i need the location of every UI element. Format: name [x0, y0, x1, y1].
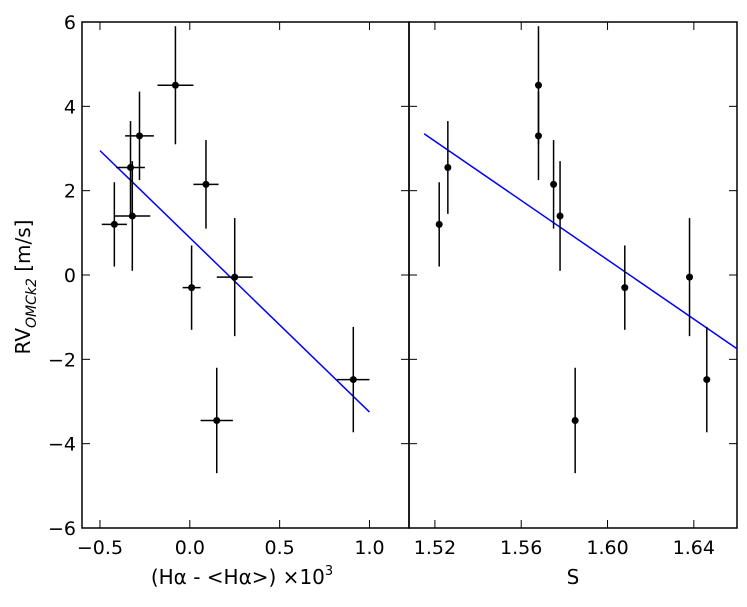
x-axis-label-left: (Hα - <Hα>) ×103 [151, 564, 333, 589]
data-point [231, 273, 239, 281]
y-tick-label: −4 [48, 434, 76, 456]
data-point [188, 284, 196, 292]
y-tick-label: 2 [64, 181, 76, 203]
y-tick-label: 6 [64, 12, 76, 34]
data-point [349, 376, 357, 384]
right-panel: 1.52 1.56 1.60 1.64 [408, 21, 738, 559]
left-panel: −0.5 0.0 0.5 1.0 −6 −4 −2 0 2 4 6 [48, 12, 410, 559]
data-point [444, 163, 452, 171]
x-tick-label: 1.60 [586, 537, 628, 559]
x-axis-label-right: S [567, 565, 580, 589]
y-tick-label: 4 [64, 96, 76, 118]
data-point [534, 81, 542, 89]
data-point [703, 376, 711, 384]
x-tick-label: −0.5 [77, 537, 123, 559]
x-tick-label: 0.0 [175, 537, 205, 559]
fit-line [423, 133, 738, 350]
data-point [686, 273, 694, 281]
x-tick-label: 1.56 [500, 537, 542, 559]
data-point [571, 416, 579, 424]
data-point [556, 212, 564, 220]
y-axis-label: RVOMCk2 [m/s] [11, 220, 40, 355]
data-point [128, 212, 136, 220]
data-point [621, 284, 629, 292]
x-tick-label: 1.0 [354, 537, 384, 559]
y-tick-label: −6 [48, 518, 76, 540]
y-tick-label: 0 [64, 265, 76, 287]
y-tick-label: −2 [48, 349, 76, 371]
data-point [550, 180, 558, 188]
data-point [110, 220, 118, 228]
data-point [202, 180, 210, 188]
data-point [213, 416, 221, 424]
x-tick-label: 0.5 [265, 537, 295, 559]
x-tick-label: 1.52 [414, 537, 456, 559]
data-point [435, 220, 443, 228]
x-tick-label: 1.64 [673, 537, 715, 559]
data-point [534, 132, 542, 140]
data-point [135, 132, 143, 140]
plot-frame [81, 21, 410, 529]
data-point [171, 81, 179, 89]
